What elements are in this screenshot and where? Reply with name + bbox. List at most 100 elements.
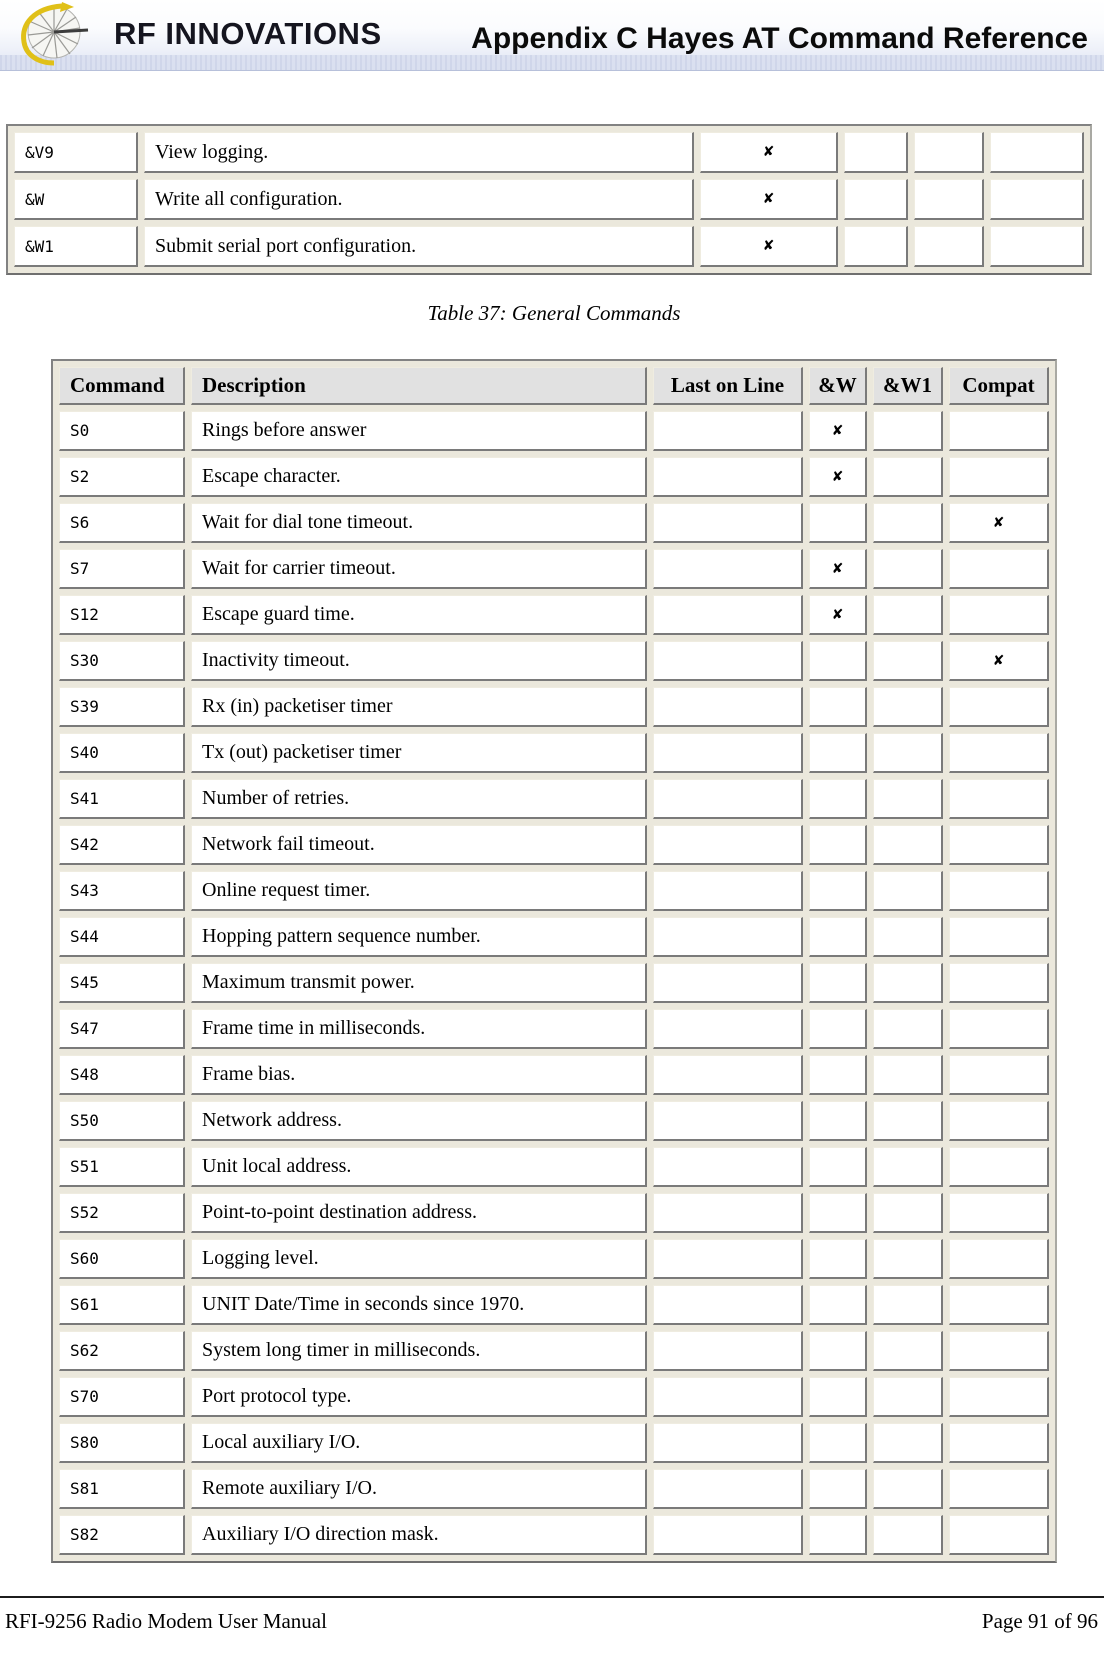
command-cell: S47	[59, 1009, 185, 1049]
mark-cell	[653, 503, 803, 543]
mark-cell	[653, 1331, 803, 1371]
mark-cell	[809, 1193, 867, 1233]
mark-cell: ✘	[949, 503, 1049, 543]
s-register-commands-table: Command Description Last on Line &W &W1 Compa…	[51, 359, 1057, 1563]
mark-cell	[653, 1239, 803, 1279]
mark-cell	[949, 1147, 1049, 1187]
table-row: S51 Unit local address.	[59, 1147, 1049, 1187]
description-cell: Port protocol type.	[191, 1377, 647, 1417]
mark-cell	[873, 1101, 943, 1141]
description-cell: View logging.	[144, 132, 694, 173]
mark-cell	[873, 1515, 943, 1555]
table-row: S39 Rx (in) packetiser timer	[59, 687, 1049, 727]
description-cell: Wait for dial tone timeout.	[191, 503, 647, 543]
table-row: S62 System long timer in milliseconds.	[59, 1331, 1049, 1371]
mark-cell	[949, 1009, 1049, 1049]
mark-cell	[809, 1009, 867, 1049]
mark-cell	[809, 963, 867, 1003]
mark-cell	[949, 733, 1049, 773]
table-row: S0 Rings before answer ✘	[59, 411, 1049, 451]
table-row: S12 Escape guard time. ✘	[59, 595, 1049, 635]
mark-cell	[873, 733, 943, 773]
command-cell: S61	[59, 1285, 185, 1325]
column-header-command: Command	[59, 367, 185, 405]
mark-cell	[873, 825, 943, 865]
mark-cell	[873, 1009, 943, 1049]
table-row: S60 Logging level.	[59, 1239, 1049, 1279]
mark-cell	[949, 825, 1049, 865]
description-cell: Hopping pattern sequence number.	[191, 917, 647, 957]
mark-cell	[873, 917, 943, 957]
description-cell: Frame time in milliseconds.	[191, 1009, 647, 1049]
mark-cell	[809, 917, 867, 957]
mark-cell	[873, 1055, 943, 1095]
mark-cell	[809, 871, 867, 911]
mark-cell	[653, 1147, 803, 1187]
command-cell: S43	[59, 871, 185, 911]
mark-cell	[990, 132, 1084, 173]
mark-cell	[809, 1469, 867, 1509]
top-table-body: &V9 View logging. ✘ &W Write all configurati…	[14, 132, 1084, 267]
command-cell: S51	[59, 1147, 185, 1187]
command-cell: S60	[59, 1239, 185, 1279]
page-header: RF INNOVATIONS Appendix C Hayes AT Comma…	[0, 0, 1104, 71]
mark-cell: ✘	[949, 641, 1049, 681]
table-row: S81 Remote auxiliary I/O.	[59, 1469, 1049, 1509]
mark-cell	[653, 549, 803, 589]
mark-cell	[653, 733, 803, 773]
description-cell: Rings before answer	[191, 411, 647, 451]
mark-cell	[873, 687, 943, 727]
mark-cell	[653, 1285, 803, 1325]
mark-cell	[873, 457, 943, 497]
mark-cell	[949, 1331, 1049, 1371]
table-row: S43 Online request timer.	[59, 871, 1049, 911]
mark-cell	[873, 1469, 943, 1509]
description-cell: Escape guard time.	[191, 595, 647, 635]
description-cell: Tx (out) packetiser timer	[191, 733, 647, 773]
mark-cell	[809, 503, 867, 543]
table-header-row: Command Description Last on Line &W &W1 Compa…	[59, 367, 1049, 405]
mark-cell	[809, 1285, 867, 1325]
mark-cell: ✘	[809, 457, 867, 497]
table-row: S52 Point-to-point destination address.	[59, 1193, 1049, 1233]
mark-cell	[949, 457, 1049, 497]
mark-cell	[873, 1193, 943, 1233]
command-cell: S42	[59, 825, 185, 865]
general-commands-table-continued: &V9 View logging. ✘ &W Write all configurati…	[6, 124, 1092, 275]
mark-cell	[809, 1239, 867, 1279]
command-cell: S30	[59, 641, 185, 681]
mark-cell	[809, 733, 867, 773]
column-header--w: &W	[809, 367, 867, 405]
description-cell: Network fail timeout.	[191, 825, 647, 865]
command-cell: S62	[59, 1331, 185, 1371]
description-cell: Local auxiliary I/O.	[191, 1423, 647, 1463]
description-cell: Logging level.	[191, 1239, 647, 1279]
description-cell: Frame bias.	[191, 1055, 647, 1095]
description-cell: Number of retries.	[191, 779, 647, 819]
mark-cell	[914, 179, 984, 220]
table-row: S2 Escape character. ✘	[59, 457, 1049, 497]
mark-cell	[653, 641, 803, 681]
command-cell: S41	[59, 779, 185, 819]
command-cell: S6	[59, 503, 185, 543]
mark-cell	[949, 1515, 1049, 1555]
mark-cell	[809, 641, 867, 681]
table-row: S45 Maximum transmit power.	[59, 963, 1049, 1003]
mark-cell	[949, 1285, 1049, 1325]
mark-cell	[873, 963, 943, 1003]
table-row: S6 Wait for dial tone timeout. ✘	[59, 503, 1049, 543]
table-row: S50 Network address.	[59, 1101, 1049, 1141]
description-cell: Submit serial port configuration.	[144, 226, 694, 267]
description-cell: Unit local address.	[191, 1147, 647, 1187]
table-row: S44 Hopping pattern sequence number.	[59, 917, 1049, 957]
mark-cell: ✘	[809, 549, 867, 589]
mark-cell	[653, 825, 803, 865]
table-row: S82 Auxiliary I/O direction mask.	[59, 1515, 1049, 1555]
description-cell: Maximum transmit power.	[191, 963, 647, 1003]
mark-cell	[653, 917, 803, 957]
command-cell: S82	[59, 1515, 185, 1555]
table-row: S70 Port protocol type.	[59, 1377, 1049, 1417]
description-cell: Escape character.	[191, 457, 647, 497]
mark-cell	[873, 411, 943, 451]
table-caption: Table 37: General Commands	[427, 301, 681, 325]
